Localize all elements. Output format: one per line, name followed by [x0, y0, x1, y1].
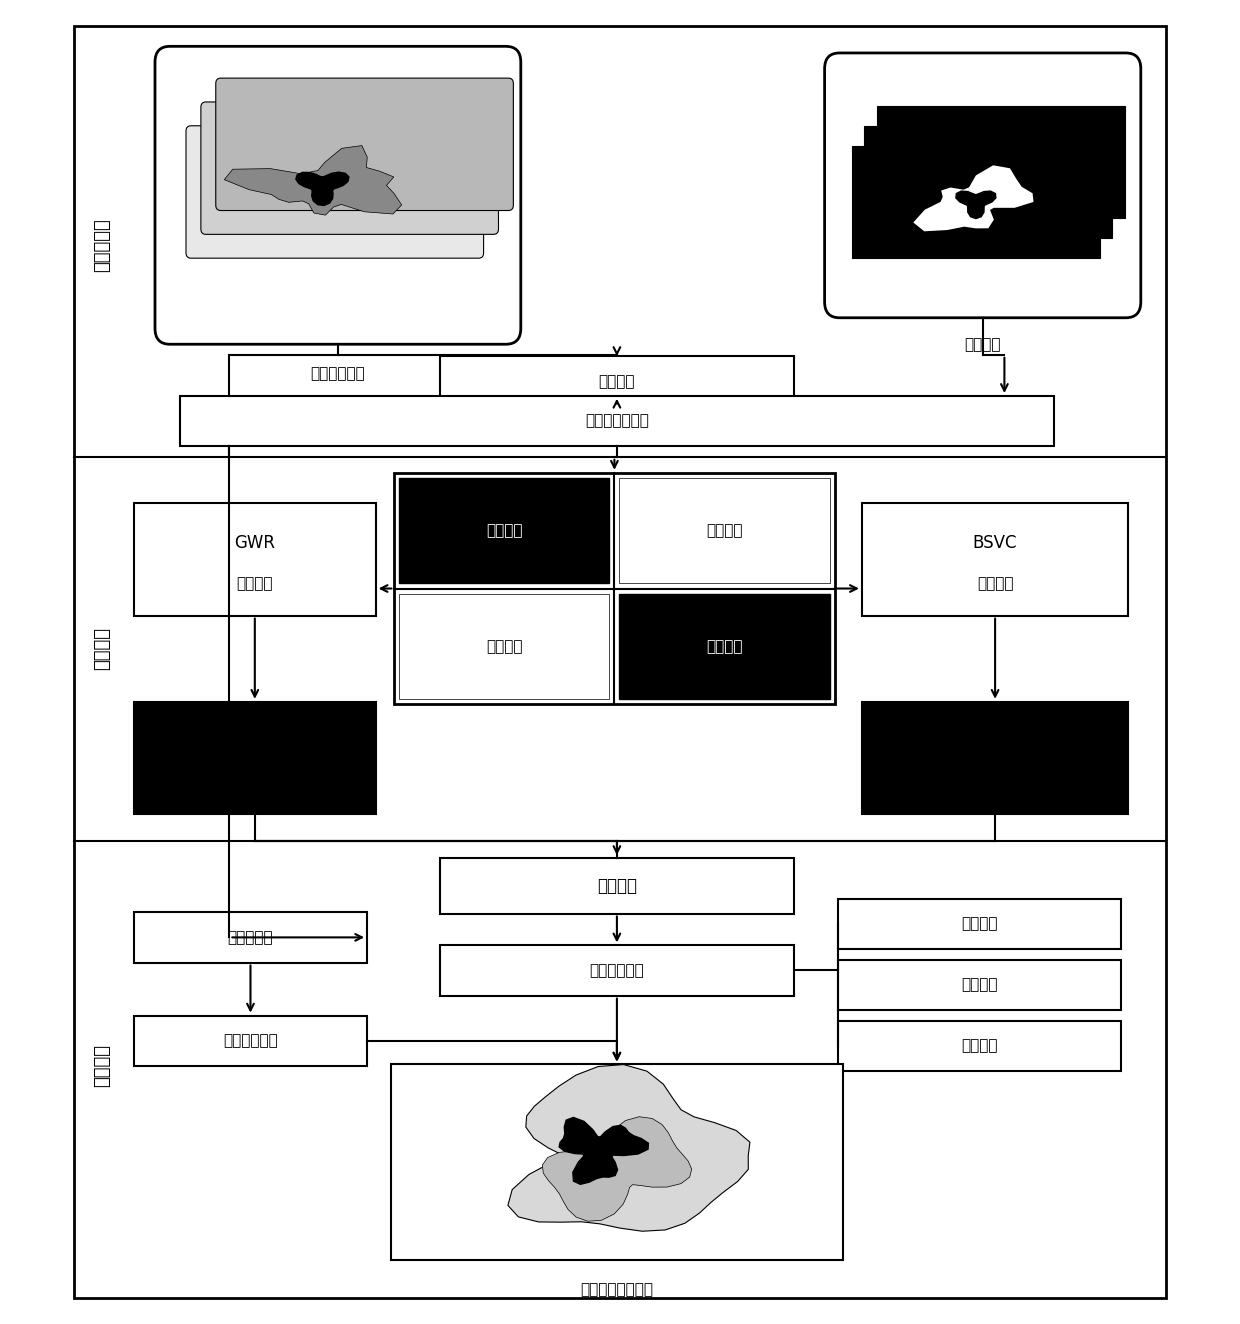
Text: 转化规则: 转化规则: [237, 577, 273, 592]
Bar: [620, 478, 830, 584]
Text: 历史土地利用: 历史土地利用: [310, 365, 366, 381]
Text: 未来土地需求: 未来土地需求: [223, 1033, 278, 1049]
Text: 当前城市格局: 当前城市格局: [589, 963, 645, 978]
Bar: [838, 960, 1121, 1010]
FancyBboxPatch shape: [186, 126, 484, 258]
Bar: [440, 356, 794, 406]
Text: 马尔科夫链: 马尔科夫链: [228, 929, 273, 945]
Bar: [877, 106, 1125, 218]
Bar: [852, 146, 1100, 258]
Bar: [134, 503, 376, 616]
Text: 空间结构: 空间结构: [961, 977, 998, 993]
Text: 品质因子: 品质因子: [961, 1038, 998, 1054]
Bar: [862, 503, 1128, 616]
Polygon shape: [914, 166, 1034, 232]
FancyBboxPatch shape: [201, 102, 498, 234]
Bar: [399, 478, 610, 584]
Polygon shape: [508, 1064, 750, 1231]
FancyBboxPatch shape: [216, 78, 513, 211]
FancyBboxPatch shape: [825, 53, 1141, 318]
Text: 模型创建: 模型创建: [93, 628, 110, 670]
Bar: [134, 912, 367, 963]
Bar: [134, 702, 376, 814]
Bar: [394, 473, 835, 704]
Bar: [620, 594, 830, 699]
Bar: [391, 1064, 843, 1260]
Text: BSVC: BSVC: [973, 534, 1017, 552]
Text: 驱动因子: 驱动因子: [965, 336, 1001, 352]
Polygon shape: [559, 1117, 649, 1185]
Text: 总体精度: 总体精度: [961, 916, 998, 932]
Text: 邻域影响: 邻域影响: [707, 523, 743, 538]
Bar: [864, 126, 1112, 238]
Text: 未来城市发展情景: 未来城市发展情景: [580, 1282, 653, 1298]
Text: 依赖和解释因子: 依赖和解释因子: [585, 413, 649, 429]
Bar: [440, 945, 794, 996]
Text: 限制因子: 限制因子: [486, 639, 522, 654]
Text: GWR: GWR: [234, 534, 275, 552]
Text: 转化规则: 转化规则: [977, 577, 1013, 592]
Polygon shape: [956, 191, 996, 218]
Text: 数据预处理: 数据预处理: [93, 218, 110, 271]
Bar: [838, 899, 1121, 949]
Bar: [399, 594, 610, 699]
Bar: [862, 702, 1128, 814]
Text: 模型运行: 模型运行: [93, 1045, 110, 1087]
Text: 概率缩放: 概率缩放: [486, 523, 522, 538]
Bar: [440, 858, 794, 914]
FancyBboxPatch shape: [155, 46, 521, 344]
Text: 模型训练: 模型训练: [596, 876, 637, 895]
Bar: [838, 1021, 1121, 1071]
Bar: [74, 26, 1166, 1298]
Bar: [180, 396, 1054, 446]
Polygon shape: [296, 172, 348, 205]
Text: 邻域缩放: 邻域缩放: [707, 639, 743, 654]
Polygon shape: [224, 146, 402, 214]
Bar: [134, 1016, 367, 1066]
Polygon shape: [542, 1116, 692, 1221]
Text: 系统采样: 系统采样: [599, 373, 635, 389]
